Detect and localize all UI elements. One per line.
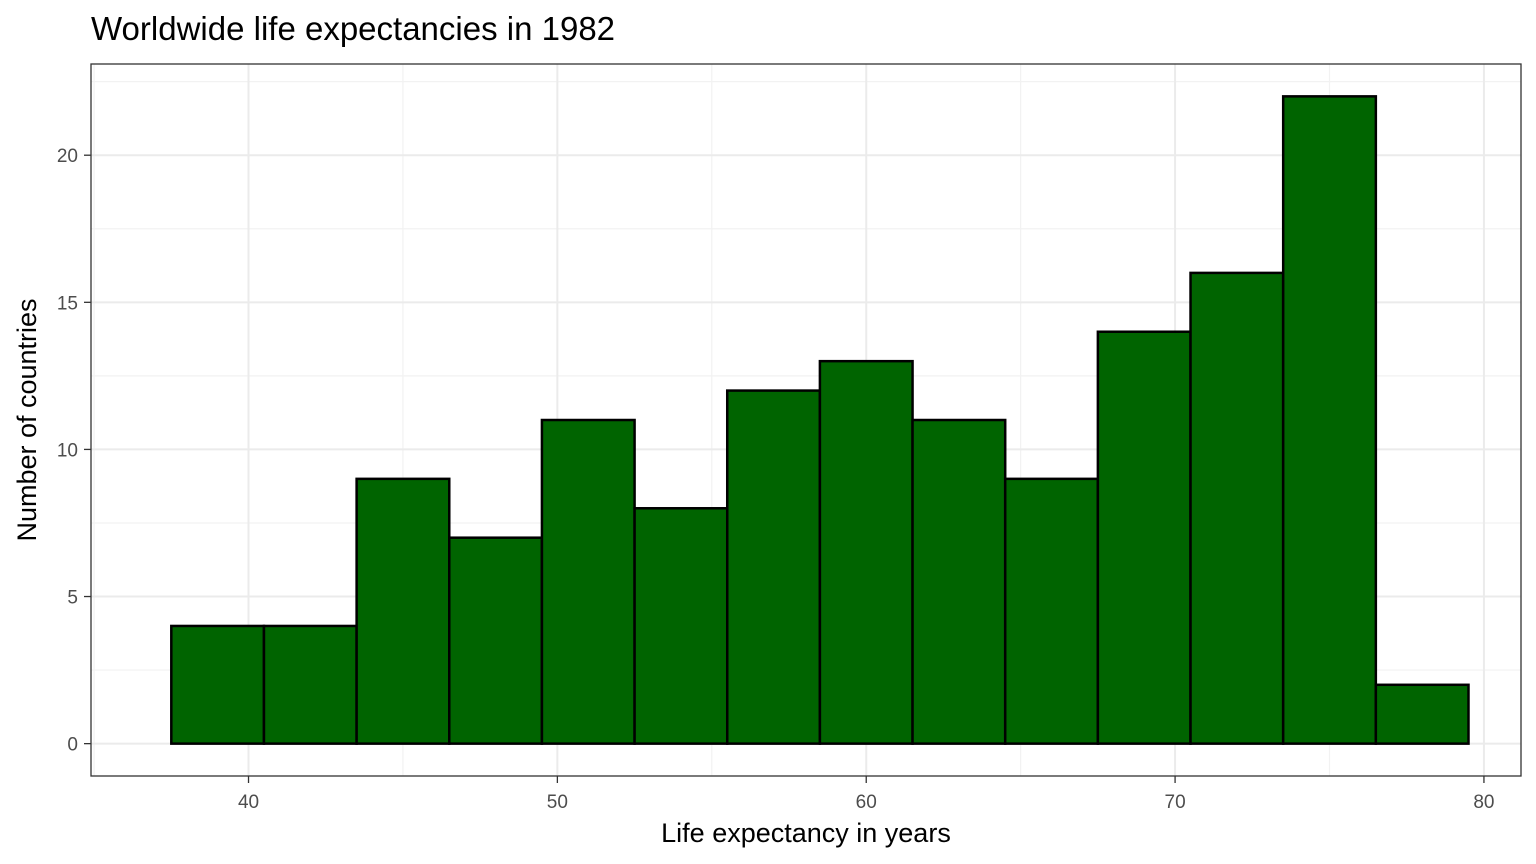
y-axis-title: Number of countries <box>12 298 42 541</box>
x-tick-label: 40 <box>238 792 259 813</box>
histogram-bar <box>262 624 358 745</box>
y-axis: 0 5 10 15 20 <box>57 146 91 756</box>
histogram-bar <box>1189 271 1285 745</box>
histogram-bar <box>1281 95 1378 745</box>
y-tick-label: 0 <box>67 735 78 756</box>
x-tick-label: 60 <box>856 792 877 813</box>
plot-panel-border <box>90 63 1522 777</box>
x-tick-label: 80 <box>1473 792 1494 813</box>
histogram-bar <box>725 389 822 745</box>
histogram-bar <box>540 418 636 745</box>
x-tick-label: 70 <box>1165 792 1186 813</box>
histogram-bars <box>170 95 1470 745</box>
histogram-bar <box>633 507 729 745</box>
histogram-bar <box>818 359 914 745</box>
chart-title: Worldwide life expectancies in 1982 <box>91 10 615 47</box>
y-tick-label: 20 <box>57 146 78 167</box>
x-axis-title: Life expectancy in years <box>661 818 951 848</box>
histogram-bar <box>355 477 451 745</box>
histogram-bar <box>1374 683 1470 745</box>
x-tick-label: 50 <box>547 792 568 813</box>
y-tick-label: 15 <box>57 293 78 314</box>
histogram-bar <box>1003 477 1100 745</box>
histogram-bar <box>448 536 544 745</box>
histogram-bar <box>1096 330 1192 745</box>
histogram-bar <box>170 624 266 745</box>
x-axis: 40 50 60 70 80 <box>238 776 1495 813</box>
y-tick-label: 10 <box>57 440 78 461</box>
histogram-bar <box>911 418 1007 745</box>
y-tick-label: 5 <box>67 588 78 609</box>
